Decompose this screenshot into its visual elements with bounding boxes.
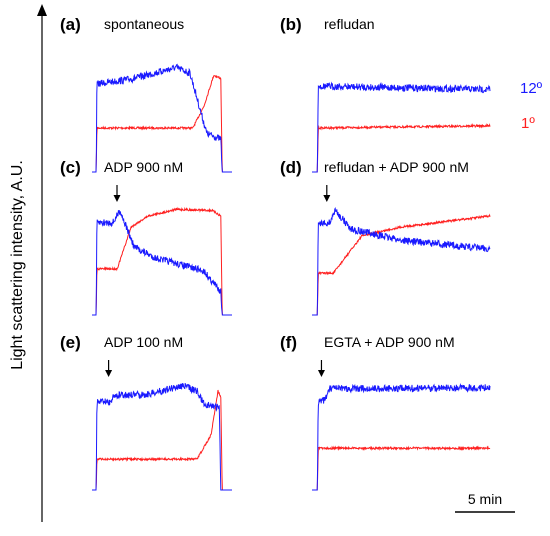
panel-title: EGTA + ADP 900 nM (324, 334, 455, 350)
trace (92, 389, 232, 491)
panel-label: (a) (60, 15, 81, 34)
trace (312, 207, 491, 316)
panel-label: (c) (60, 158, 81, 177)
event-arrow-head (323, 195, 331, 202)
trace (312, 213, 491, 316)
legend-label: 12º (520, 80, 543, 97)
legend-label: 1º (521, 115, 535, 132)
panel-label: (e) (60, 333, 81, 352)
panel-title: spontaneous (104, 16, 184, 32)
event-arrow-head (317, 370, 325, 377)
y-axis-label: Light scattering intensity, A.U. (9, 160, 26, 370)
panel-label: (b) (280, 15, 302, 34)
trace (92, 382, 232, 491)
trace (92, 206, 232, 316)
panel-title: ADP 100 nM (104, 334, 183, 350)
y-axis-arrow (37, 4, 47, 16)
panel-label: (f) (280, 333, 297, 352)
panel-label: (d) (280, 158, 302, 177)
trace (312, 123, 491, 173)
panel-title: refludan + ADP 900 nM (324, 159, 469, 175)
event-arrow-head (113, 195, 121, 202)
trace (312, 445, 491, 491)
scale-bar-label: 5 min (468, 491, 502, 507)
panel-title: ADP 900 nM (104, 159, 183, 175)
trace (312, 81, 491, 173)
panel-title: refludan (324, 16, 375, 32)
trace (312, 382, 491, 491)
trace (92, 63, 232, 173)
event-arrow-head (105, 370, 113, 377)
trace (92, 74, 232, 173)
trace (92, 210, 232, 316)
